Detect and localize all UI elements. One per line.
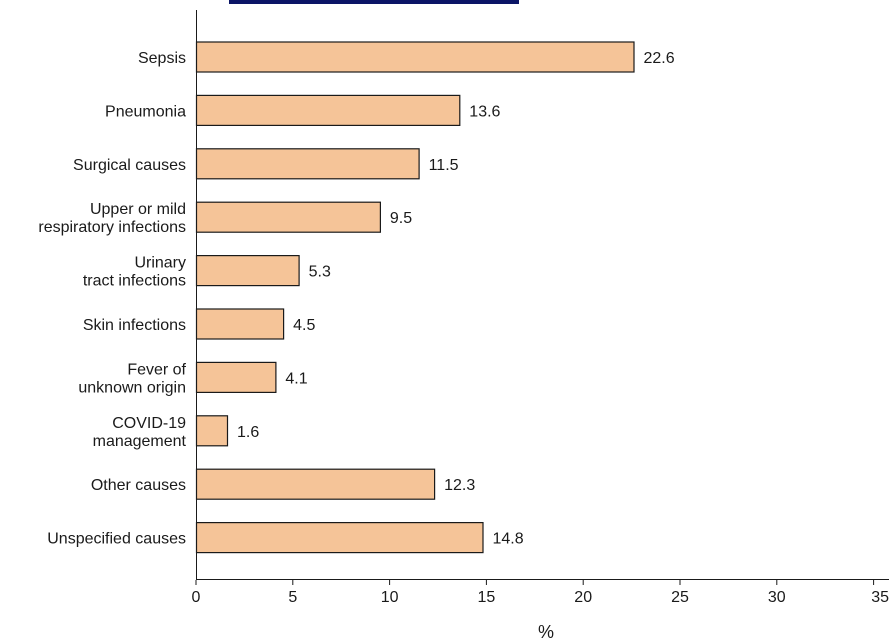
bar — [195, 415, 229, 447]
value-label: 5.3 — [309, 264, 331, 281]
bar — [195, 468, 436, 500]
bar — [195, 148, 420, 180]
x-axis-title: % — [538, 622, 554, 642]
bar — [195, 94, 461, 127]
value-label: 4.5 — [293, 317, 315, 334]
value-label: 14.8 — [493, 531, 524, 548]
value-label: 4.1 — [285, 370, 307, 387]
category-label: Surgical causes — [73, 157, 186, 174]
x-tick-label: 10 — [381, 589, 399, 606]
x-tick-label: 20 — [574, 589, 592, 606]
bar — [195, 308, 285, 340]
category-label: Fever of unknown origin — [78, 361, 186, 396]
x-tick-label: 15 — [478, 589, 496, 606]
bar — [195, 361, 277, 393]
value-label: 11.5 — [429, 157, 459, 174]
value-labels: 22.6 13.6 11.5 9.5 5.3 4.5 4.1 1.6 12.3 14.8 — [237, 50, 675, 548]
category-label: Other causes — [91, 477, 186, 494]
bar — [195, 521, 484, 554]
category-label: Upper or mild respiratory infections — [38, 201, 186, 236]
category-label: Skin infections — [83, 317, 186, 334]
bar — [195, 201, 381, 233]
value-label: 9.5 — [390, 210, 412, 227]
category-label: Urinary tract infections — [83, 255, 186, 290]
x-tick-label: 25 — [671, 589, 689, 606]
title-banner — [229, 0, 519, 4]
category-label: Pneumonia — [105, 103, 186, 120]
x-tick-label: 0 — [192, 589, 201, 606]
bars-group — [195, 41, 635, 554]
category-label: COVID-19 management — [93, 415, 187, 450]
x-tick-label: 30 — [768, 589, 786, 606]
x-tick-label: 35 — [871, 589, 889, 606]
bar — [195, 41, 635, 73]
x-tick-label: 5 — [288, 589, 297, 606]
value-label: 12.3 — [444, 477, 475, 494]
x-axis-ticks: 0 5 10 15 20 25 30 35 — [192, 580, 889, 606]
category-labels: Sepsis Pneumonia Surgical causes Upper or m… — [38, 50, 186, 548]
value-label: 22.6 — [644, 50, 675, 67]
category-label: Unspecified causes — [47, 531, 186, 548]
value-label: 1.6 — [237, 424, 259, 441]
bar — [195, 255, 300, 287]
value-label: 13.6 — [469, 103, 500, 120]
category-label: Sepsis — [138, 50, 186, 67]
